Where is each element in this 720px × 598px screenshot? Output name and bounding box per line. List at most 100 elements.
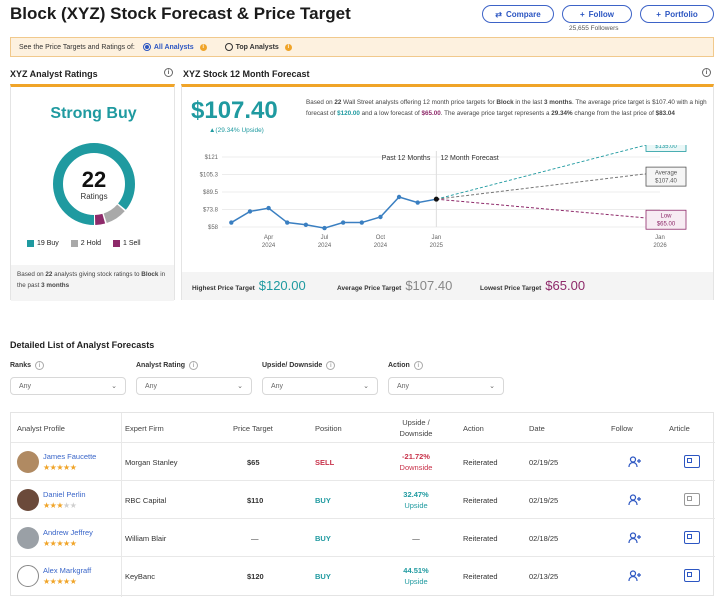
detail-title: Detailed List of Analyst Forecasts	[10, 340, 155, 350]
followers-count: 25,655 Followers	[569, 25, 619, 32]
action-select[interactable]: Any ⌄	[388, 377, 504, 395]
info-icon[interactable]: i	[199, 43, 207, 51]
price-point	[229, 220, 234, 225]
high-box	[645, 145, 687, 152]
all-analysts-radio[interactable]: All Analysts i	[142, 43, 207, 51]
analyst-name-link[interactable]: Daniel Perlin	[43, 490, 86, 499]
avatar[interactable]	[17, 451, 39, 473]
info-icon[interactable]: i	[189, 361, 199, 370]
forecast-header: XYZ Stock 12 Month Forecast	[183, 69, 310, 79]
col-position[interactable]: Position	[315, 424, 342, 433]
x-tick-year: 2026	[653, 243, 667, 249]
high-value: $135.00	[655, 145, 677, 150]
forecast-high-line	[436, 145, 649, 200]
table-row: Alex Markgraff ★★★★★ KeyBanc $120 BUY 44…	[11, 556, 715, 594]
follow-analyst-icon[interactable]	[628, 532, 642, 544]
legend-hold: 2 Hold	[70, 240, 101, 247]
avatar[interactable]	[17, 489, 39, 511]
info-icon[interactable]: i	[702, 68, 711, 77]
legend-sell: 1 Sell	[113, 240, 141, 247]
average-target: Average Price Target $107.40	[337, 278, 453, 293]
x-tick-year: 2024	[262, 243, 276, 249]
forecast-low-line	[436, 198, 661, 220]
price-point	[303, 222, 309, 227]
table-row: Daniel Perlin ★★★★★ RBC Capital $110 BUY…	[11, 480, 715, 518]
follow-analyst-icon[interactable]	[628, 456, 642, 468]
article-icon[interactable]	[684, 455, 700, 468]
article-icon[interactable]	[684, 531, 700, 544]
col-action[interactable]: Action	[463, 424, 484, 433]
ratings-donut: 22 Ratings	[53, 143, 135, 225]
upside-select[interactable]: Any ⌄	[262, 377, 378, 395]
info-icon[interactable]: i	[35, 361, 45, 370]
average-value: $107.40	[655, 179, 677, 185]
forecast-panel: $107.40 ▲(29.34% Upside) Based on 22 Wal…	[181, 84, 714, 300]
average-price: $107.40	[191, 97, 278, 124]
article-icon[interactable]	[684, 569, 700, 582]
donut-buy-segment	[53, 143, 135, 225]
analyst-filter-bar: See the Price Targets and Ratings of: Al…	[10, 37, 714, 57]
filter-rating-label: Analyst Rating i	[136, 361, 199, 370]
plus-icon: +	[656, 9, 661, 19]
compare-icon: ⇄	[495, 9, 502, 19]
legend-buy: 19 Buy	[27, 240, 59, 247]
low-value: $65.00	[657, 222, 676, 228]
info-icon[interactable]: i	[413, 361, 423, 370]
filter-upside-label: Upside/ Downside i	[262, 361, 336, 370]
x-tick-year: 2025	[430, 243, 444, 249]
avatar[interactable]	[17, 565, 39, 587]
col-analyst[interactable]: Analyst Profile	[17, 424, 65, 433]
analyst-name-link[interactable]: James Faucette	[43, 452, 97, 461]
ratings-count-label: Ratings	[80, 192, 107, 201]
col-article: Article	[669, 424, 690, 433]
star-rating: ★★★★★	[43, 463, 77, 472]
analyst-name-link[interactable]: Alex Markgraff	[43, 566, 92, 575]
x-tick-year: 2024	[318, 243, 332, 249]
y-tick-label: $89.5	[203, 190, 219, 196]
avatar[interactable]	[17, 527, 39, 549]
price-point	[247, 209, 253, 214]
top-analysts-radio[interactable]: Top Analysts i	[224, 43, 292, 51]
col-upside[interactable]: Upside /	[402, 418, 430, 427]
ratings-note: Based on 22 analysts giving stock rating…	[17, 271, 166, 289]
portfolio-button[interactable]: + Portfolio	[640, 5, 714, 23]
col-downside[interactable]: Downside	[399, 429, 433, 438]
past-label: Past 12 Months	[382, 155, 431, 162]
chevron-down-icon: ⌄	[111, 383, 117, 390]
col-date[interactable]: Date	[529, 424, 545, 433]
forecast-label: 12 Month Forecast	[440, 155, 498, 162]
y-tick-label: $105.3	[200, 172, 219, 178]
radio-selected-icon	[142, 43, 151, 51]
forecast-summary: Based on 22 Wall Street analysts offerin…	[306, 99, 707, 117]
rating-select[interactable]: Any ⌄	[136, 377, 252, 395]
price-point	[359, 220, 364, 225]
y-tick-label: $58	[208, 225, 219, 231]
follow-analyst-icon[interactable]	[628, 494, 642, 506]
plus-icon: +	[580, 9, 585, 19]
analyst-name-link[interactable]: Andrew Jeffrey	[43, 528, 93, 537]
low-box	[645, 209, 687, 230]
x-tick-month: Oct	[376, 235, 386, 241]
info-icon[interactable]: i	[284, 43, 292, 51]
price-point	[285, 220, 290, 225]
filter-label: See the Price Targets and Ratings of:	[19, 43, 135, 51]
ratings-header: XYZ Analyst Ratings	[10, 69, 98, 79]
chevron-down-icon: ⌄	[237, 383, 243, 390]
compare-button[interactable]: ⇄ Compare	[482, 5, 554, 23]
page-title: Block (XYZ) Stock Forecast & Price Targe…	[10, 4, 351, 23]
follow-analyst-icon[interactable]	[628, 570, 642, 582]
ranks-select[interactable]: Any ⌄	[10, 377, 126, 395]
price-point	[322, 225, 327, 231]
col-target[interactable]: Price Target	[233, 424, 273, 433]
follow-button[interactable]: + Follow	[562, 5, 632, 23]
analyst-table: Analyst Profile Expert Firm Price Target…	[10, 412, 715, 597]
consensus-rating: Strong Buy	[50, 105, 137, 122]
col-firm[interactable]: Expert Firm	[125, 424, 164, 433]
info-icon[interactable]: i	[326, 361, 336, 370]
upside-percent: ▲(29.34% Upside)	[209, 127, 264, 134]
article-icon[interactable]	[684, 493, 700, 506]
star-rating: ★★★★★	[43, 577, 77, 586]
average-label: Average	[655, 171, 678, 177]
chevron-down-icon: ⌄	[363, 383, 369, 390]
info-icon[interactable]: i	[164, 68, 173, 77]
